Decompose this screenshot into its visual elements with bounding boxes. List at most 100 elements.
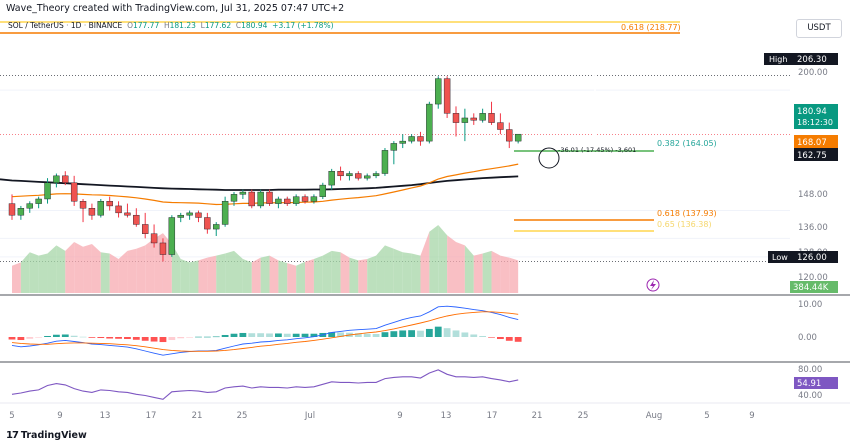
- volume-area: [464, 245, 474, 293]
- volume-area: [47, 245, 57, 293]
- low-price-label: [794, 251, 838, 263]
- candle-body: [328, 171, 335, 186]
- macd-histogram-bar: [203, 336, 211, 338]
- candle-body: [204, 217, 211, 230]
- candle-body: [292, 196, 300, 204]
- macd-histogram-bar: [354, 333, 362, 337]
- candle-body: [177, 214, 184, 218]
- macd-histogram-bar: [399, 330, 407, 337]
- candle-body: [141, 224, 149, 234]
- rsi-tick: 40.00: [798, 391, 822, 401]
- macd-histogram-bar: [461, 332, 469, 337]
- candle-body: [390, 143, 398, 151]
- volume-area: [29, 252, 39, 293]
- flash-icon[interactable]: [646, 278, 660, 292]
- volume-area: [38, 253, 48, 293]
- volume-area: [296, 261, 306, 293]
- candle-body: [133, 214, 140, 225]
- change-value: +3.17 (+1.78%): [272, 21, 334, 30]
- volume-area: [207, 255, 217, 293]
- macd-histogram-bar: [8, 337, 16, 340]
- candle-body: [417, 136, 424, 142]
- ema50-text: 168.07: [797, 138, 827, 148]
- volume-area: [367, 255, 377, 293]
- volume-area: [313, 255, 323, 293]
- macd-histogram-bar: [106, 337, 114, 339]
- rsi-value-label: [794, 377, 838, 389]
- fib-618-label: 0.618 (137.93): [657, 209, 717, 218]
- volume-area: [509, 257, 519, 293]
- macd-histogram-bar: [195, 336, 202, 338]
- macd-histogram-bar: [292, 333, 300, 337]
- macd-histogram-bar: [443, 328, 451, 337]
- macd-histogram-bar: [230, 333, 238, 337]
- candle-body: [8, 203, 16, 216]
- high-value: 181.23: [169, 21, 196, 30]
- candle-body: [115, 205, 122, 214]
- low-tag: [768, 251, 794, 263]
- time-tick: 25: [578, 411, 589, 421]
- measure-label: -36.01 (-17.45%) -3,601: [558, 146, 636, 154]
- high-tag-text: High: [769, 55, 787, 64]
- candle-body: [106, 201, 113, 207]
- volume-area: [56, 245, 66, 293]
- time-tick: 13: [441, 411, 452, 421]
- macd-histogram-bar: [168, 337, 176, 341]
- time-tick: 9: [397, 411, 402, 421]
- volume-area: [189, 260, 199, 293]
- candle-body: [195, 212, 202, 218]
- macd-histogram-bar: [301, 333, 309, 337]
- time-tick: 5: [704, 411, 709, 421]
- macd-histogram-bar: [79, 336, 87, 338]
- macd-histogram-bar: [337, 332, 344, 337]
- macd-histogram-bar: [283, 333, 291, 337]
- macd-histogram-bar: [310, 333, 318, 337]
- macd-histogram-bar: [497, 337, 504, 340]
- volume-area: [269, 255, 279, 293]
- volume-area: [91, 244, 101, 293]
- candle-body: [381, 150, 389, 174]
- volume-area: [234, 250, 243, 293]
- volume-area: [145, 238, 155, 293]
- candle-body: [62, 175, 69, 183]
- candle-body: [26, 203, 33, 209]
- time-tick: 9: [749, 411, 754, 421]
- time-tick: Jul: [304, 411, 315, 421]
- low-value: 177.62: [204, 21, 232, 30]
- macd-histogram-bar: [372, 333, 380, 337]
- volume-area: [500, 255, 510, 293]
- fib-faded-label: 0.65 (136.38): [657, 220, 712, 229]
- macd-histogram-bar: [257, 333, 265, 337]
- candle-body: [168, 217, 176, 255]
- rsi-line: [11, 369, 519, 400]
- macd-histogram-bar: [26, 337, 34, 339]
- macd-line: [11, 305, 519, 356]
- rsi-pane: [11, 369, 519, 400]
- volume-area: [322, 250, 332, 293]
- volume-area: [340, 252, 350, 293]
- symbol-legend: SOL / TetherUS · 1D · BINANCE O177.77 H1…: [8, 21, 334, 30]
- volume-area: [491, 250, 501, 293]
- macd-histogram-bar: [425, 328, 433, 337]
- rsi-value-text: 54.91: [797, 379, 821, 389]
- volume-area: [482, 250, 492, 293]
- macd-histogram-bar: [44, 335, 51, 337]
- volume-area: [393, 248, 403, 293]
- candle-body: [337, 171, 344, 177]
- time-tick: 17: [146, 411, 157, 421]
- time-axis[interactable]: 5 9 13 17 21 25 Jul 9 13 17 21 25 Aug 5 9: [9, 411, 754, 421]
- macd-histogram-bar: [186, 337, 193, 338]
- currency-button[interactable]: USDT: [796, 19, 842, 38]
- macd-histogram-bar: [239, 332, 247, 337]
- macd-histogram-bar: [248, 333, 256, 337]
- volume-area: [305, 259, 314, 293]
- candle-body: [17, 208, 25, 216]
- candle-body: [221, 201, 229, 225]
- macd-histogram-bar: [417, 330, 424, 337]
- volume-text: 384.44K: [793, 283, 829, 293]
- candle-body: [346, 173, 353, 177]
- volume-area: [225, 250, 234, 293]
- symbol-name[interactable]: SOL / TetherUS: [8, 21, 64, 30]
